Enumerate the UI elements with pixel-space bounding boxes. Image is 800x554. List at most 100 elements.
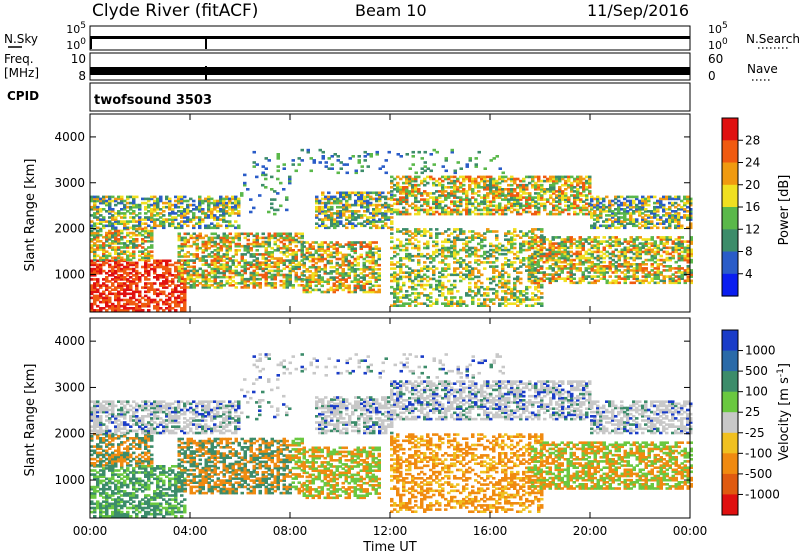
echo-cell	[162, 222, 166, 225]
echo-cell	[150, 286, 154, 289]
echo-cell	[108, 199, 112, 203]
echo-cell	[480, 240, 484, 244]
echo-cell	[326, 243, 330, 246]
echo-cell	[686, 265, 690, 268]
echo-cell	[552, 188, 556, 191]
echo-cell	[123, 214, 127, 217]
echo-cell	[572, 252, 576, 256]
echo-cell	[210, 210, 214, 213]
echo-cell	[486, 188, 490, 191]
echo-cell	[432, 287, 436, 291]
echo-cell	[345, 218, 349, 221]
echo-cell	[447, 234, 451, 237]
echo-cell	[210, 232, 214, 236]
echo-cell	[429, 292, 433, 295]
echo-cell	[90, 302, 94, 306]
echo-cell	[534, 204, 538, 208]
echo-cell	[180, 278, 184, 281]
echo-cell	[264, 265, 268, 269]
echo-cell	[129, 252, 133, 255]
echo-cell	[129, 276, 133, 279]
echo-cell	[308, 265, 312, 269]
echo-cell	[378, 203, 382, 207]
echo-cell	[611, 279, 615, 283]
echo-cell	[345, 222, 349, 225]
echo-cell	[447, 194, 451, 197]
echo-cell	[527, 279, 531, 283]
echo-cell	[590, 260, 594, 264]
echo-cell	[417, 294, 421, 297]
echo-cell	[365, 255, 369, 259]
echo-cell	[599, 269, 603, 272]
echo-cell	[356, 282, 360, 285]
echo-cell	[96, 263, 100, 267]
echo-cell	[578, 277, 582, 280]
echo-cell	[539, 254, 543, 258]
echo-cell	[354, 201, 358, 205]
echo-cell	[102, 296, 106, 300]
echo-cell	[108, 274, 112, 277]
echo-cell	[153, 288, 157, 291]
echo-cell	[435, 287, 439, 291]
echo-cell	[90, 231, 94, 235]
echo-cell	[162, 302, 166, 306]
echo-cell	[216, 216, 220, 219]
echo-cell	[171, 294, 175, 298]
echo-cell	[282, 232, 286, 236]
echo-cell	[347, 261, 351, 265]
echo-cell	[261, 244, 265, 248]
echo-cell	[123, 199, 127, 203]
echo-cell	[108, 220, 112, 223]
echo-cell	[537, 175, 541, 179]
echo-cell	[432, 206, 436, 210]
echo-cell	[114, 269, 118, 273]
echo-cell	[180, 195, 184, 199]
echo-cell	[626, 256, 630, 260]
echo-cell	[326, 261, 330, 265]
echo-cell	[377, 255, 381, 259]
echo-cell	[105, 210, 109, 213]
echo-cell	[486, 200, 490, 203]
echo-cell	[183, 244, 187, 248]
echo-cell	[438, 194, 442, 197]
echo-cell	[311, 259, 315, 263]
echo-cell	[219, 257, 223, 260]
echo-cell	[468, 177, 472, 181]
echo-cell	[638, 254, 642, 258]
echo-cell	[668, 238, 672, 241]
echo-cell	[552, 206, 556, 210]
echo-cell	[498, 177, 502, 181]
echo-cell	[320, 253, 324, 257]
echo-cell	[635, 275, 639, 278]
echo-cell	[560, 260, 564, 264]
echo-cell	[138, 258, 142, 262]
echo-cell	[180, 292, 184, 296]
echo-cell	[105, 195, 109, 199]
echo-cell	[501, 273, 505, 277]
echo-cell	[117, 274, 121, 277]
echo-cell	[417, 200, 421, 203]
echo-cell	[156, 218, 160, 221]
freq-label-bottom: [MHz]	[4, 66, 39, 80]
echo-cell	[480, 244, 484, 248]
echo-cell	[537, 206, 541, 210]
echo-cell	[516, 198, 520, 201]
echo-cell	[273, 284, 277, 287]
echo-cell	[357, 210, 361, 213]
echo-cell	[377, 290, 381, 294]
echo-cell	[537, 194, 541, 197]
echo-cell	[534, 285, 538, 289]
echo-cell	[171, 263, 175, 267]
echo-cell	[477, 254, 481, 258]
echo-cell	[459, 230, 463, 233]
echo-cell	[189, 265, 193, 269]
echo-cell	[186, 265, 190, 269]
echo-cell	[192, 214, 196, 217]
echo-cell	[108, 235, 112, 239]
echo-cell	[483, 236, 487, 239]
echo-cell	[680, 258, 684, 262]
echo-cell	[561, 196, 565, 199]
echo-cell	[492, 198, 496, 201]
echo-cell	[632, 256, 636, 260]
echo-cell	[623, 269, 627, 272]
